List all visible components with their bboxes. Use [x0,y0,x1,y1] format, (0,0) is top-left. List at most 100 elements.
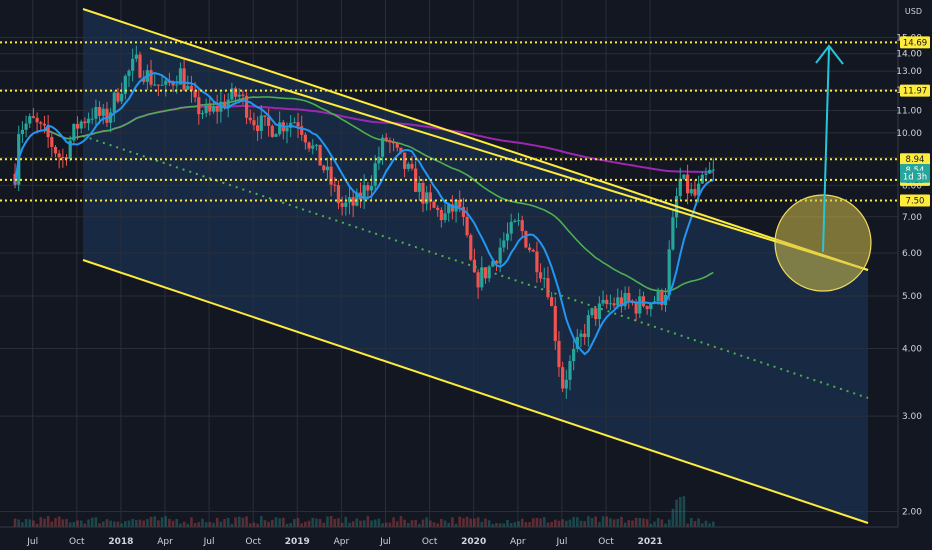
candle-body [550,297,554,306]
volume-bar [164,516,168,527]
x-tick-label: Oct [598,537,614,547]
candle-body [373,163,377,186]
candle-body [138,54,142,78]
x-tick-label: Apr [510,537,526,547]
volume-bar [675,499,678,527]
candle-body [101,108,105,116]
candle-body [171,82,175,86]
volume-bar [612,519,616,527]
y-tick-label: 4.00 [902,344,922,354]
volume-bar [565,520,568,527]
candle-body [612,303,616,306]
candle-body [498,247,502,264]
volume-bar [171,520,175,527]
x-tick-label: Oct [69,537,85,547]
volume-bar [553,519,557,527]
volume-bar [583,521,586,527]
channel-lower-line [82,259,869,524]
candle-body [347,197,352,203]
volume-bar [454,523,458,527]
volume-bar [443,520,447,527]
level-tag-box [900,36,930,49]
candle-body [447,204,451,214]
midline-dotted [82,135,869,399]
volume-bar [620,516,623,527]
x-tick-label: 2018 [108,537,133,547]
candle-body [57,153,61,158]
volume-bar [351,521,355,527]
candle-body [704,173,708,175]
volume-bar [212,522,215,527]
volume-bar [513,522,517,527]
volume-bar [399,516,403,527]
y-tick-label: 6.00 [902,249,922,259]
candle-body [649,303,653,310]
volume-bar [259,516,263,527]
candle-body [24,123,28,130]
volume-bar [230,523,234,527]
candle-body [244,95,249,118]
volume-bar [348,522,351,527]
candle-body [127,70,131,76]
x-tick-label: 2020 [461,537,486,547]
candle-body [322,165,326,171]
volume-bar [54,518,57,527]
candle-body [64,157,69,159]
candle-body [83,121,87,124]
volume-bar [72,522,76,527]
volume-bar [337,518,340,527]
volume-bar [112,521,116,527]
volume-bar [465,516,469,527]
candle-body [634,303,638,314]
y-tick-label: 3.00 [902,412,922,422]
volume-bar [509,523,513,527]
volume-bar [296,518,300,527]
volume-bar [561,519,564,527]
currency-label: USD [905,7,922,16]
ma-short-line [14,71,714,356]
volume-bar [473,518,476,527]
candle-body [671,217,675,250]
volume-bar [495,523,498,527]
volume-bar [634,517,638,527]
volume-bar [182,521,186,527]
volume-bar [462,518,465,527]
candle-body [149,70,153,85]
candle-body [667,249,671,295]
candle-body [178,68,183,85]
volume-bar [241,517,245,527]
target-arrow-shaft [822,47,830,253]
candle-body [355,192,359,206]
candle-body [505,233,510,241]
volume-bar [311,517,315,527]
volume-bar [267,521,270,527]
candle-body [112,92,116,113]
candle-body [278,122,282,135]
candle-body [678,178,682,197]
candle-body [384,137,388,141]
volume-bar [502,523,506,527]
volume-bar [649,523,653,527]
volume-bar [39,517,43,527]
candle-body [197,97,201,115]
candle-body [248,117,252,121]
volume-bar [686,523,689,527]
volume-bar [704,520,708,527]
candle-body [211,106,216,112]
x-tick-label: 2021 [638,537,663,547]
volume-bar [700,523,704,527]
candle-body [483,267,488,279]
candle-body [292,122,296,124]
volume-bar [263,520,267,527]
level-tag: 8.94 [900,153,930,166]
candle-body [189,85,194,91]
candle-body [336,185,341,204]
volume-bar [531,518,535,527]
volume-bar [418,523,421,527]
candle-body [153,84,157,86]
candle-body [395,143,399,148]
volume-bar [326,516,329,527]
candle-body [241,94,245,96]
candle-body [252,120,256,126]
